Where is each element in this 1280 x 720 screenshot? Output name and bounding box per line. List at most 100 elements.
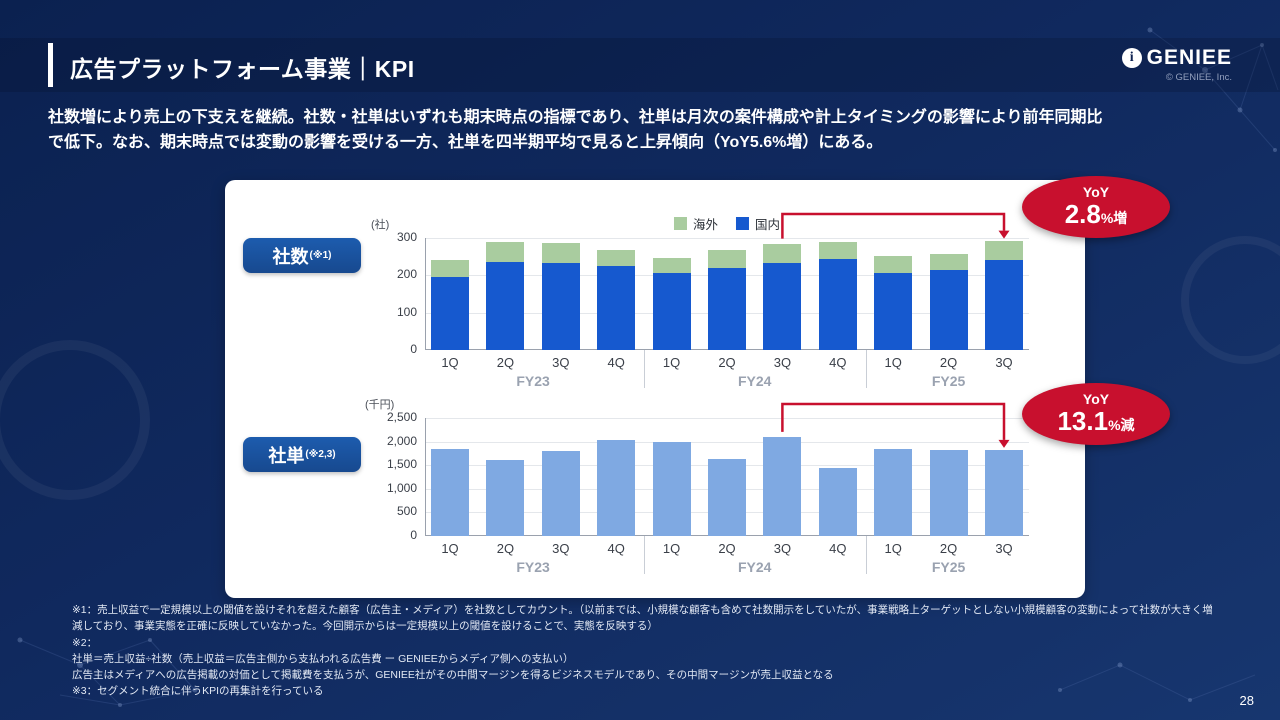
gridline: [425, 418, 1029, 419]
yoy-badge-companies: YoY 2.8%増: [1022, 176, 1170, 238]
y-tick-label: 2,000: [386, 433, 417, 448]
yoy-label: YoY: [1082, 184, 1110, 200]
companies-stacked-bar-chart: (社) 0 100 200 300 1Q 2Q 3Q 4Q 1Q 2Q 3Q 4Q 1Q 2Q 3Q FY23 F…: [355, 190, 1077, 389]
x-axis-label: 3Q: [995, 541, 1013, 556]
bar-segment-国内: [486, 261, 525, 350]
y-axis-unit-label: (社): [371, 219, 390, 231]
bar-segment-国内: [763, 263, 802, 350]
x-axis-label: 2Q: [718, 355, 736, 370]
x-axis-label: 3Q: [773, 541, 792, 556]
intro-line-2: で低下。なお、期末時点では変動の影響を受ける一方、社単を四半期平均で見ると上昇傾…: [48, 133, 883, 151]
fiscal-year-divider: [643, 536, 645, 574]
x-axis-label: 2Q: [718, 541, 736, 556]
intro-text: 社数増により売上の下支えを継続。社数・社単はいずれも期末時点の指標であり、社単は…: [48, 106, 1238, 156]
x-axis-label: 4Q: [607, 355, 625, 370]
bar-segment-社単: [929, 449, 968, 536]
x-axis-label: 3Q: [995, 355, 1013, 370]
x-axis-label: 2Q: [496, 541, 515, 556]
x-axis-label: 4Q: [607, 541, 625, 556]
per-company-kpi-badge: 社単 (※2,3): [243, 437, 361, 472]
x-axis-label: 1Q: [884, 355, 902, 370]
x-axis-label: 3Q: [552, 355, 570, 370]
bar-segment-社単: [818, 467, 857, 536]
fiscal-year-divider: [865, 536, 867, 574]
companies-kpi-label: 社数: [272, 246, 309, 267]
page-title: 広告プラットフォーム事業｜KPI: [70, 56, 415, 82]
legend-label: 国内: [755, 218, 781, 232]
x-axis-label: 1Q: [662, 355, 681, 370]
companies-kpi-badge: 社数 (※1): [243, 238, 361, 273]
companies-kpi-footnote-ref: (※1): [309, 250, 332, 261]
footnote-1: ※1：売上収益で一定規模以上の閾値を設けそれを超えた顧客（広告主・メディア）を社…: [72, 604, 1213, 633]
bar-segment-社単: [431, 448, 469, 536]
geniee-logo-text: GENIEE: [1146, 46, 1232, 69]
gridline: [425, 238, 1029, 239]
per-company-kpi-label: 社単: [268, 445, 305, 466]
x-axis-label: 2Q: [939, 541, 958, 556]
bar-segment-海外: [763, 243, 802, 264]
x-axis-label: 4Q: [829, 541, 847, 556]
bar-segment-国内: [929, 269, 968, 350]
bar-segment-海外: [541, 243, 580, 263]
x-axis-label: 2Q: [939, 355, 958, 370]
bar-segment-社単: [652, 441, 691, 536]
copyright: © GENIEE, Inc.: [1165, 72, 1232, 83]
bar-segment-海外: [708, 250, 746, 268]
chart-legend: 海外 国内: [673, 214, 780, 233]
fiscal-year-label: FY23: [516, 559, 550, 575]
fiscal-year-label: FY25: [931, 373, 966, 389]
bar-segment-国内: [652, 273, 691, 350]
y-tick-label: 1,500: [386, 457, 417, 472]
footnotes: ※1：売上収益で一定規模以上の閾値を設けそれを超えた顧客（広告主・メディア）を社…: [72, 602, 1222, 700]
bar-segment-国内: [597, 266, 636, 350]
gridline: [425, 441, 1029, 443]
bar-segment-海外: [652, 257, 691, 274]
y-tick-label: 200: [396, 267, 417, 282]
fiscal-year-divider: [865, 350, 867, 388]
bar-segment-国内: [431, 276, 469, 350]
bar-segment-社単: [763, 436, 802, 536]
x-axis-label: 1Q: [884, 541, 902, 556]
fiscal-year-label: FY25: [931, 559, 966, 575]
yoy-badge-per-company: YoY 13.1%減: [1022, 383, 1170, 445]
header-accent-bar: [48, 43, 53, 87]
y-tick-label: 0: [410, 342, 417, 356]
bar-segment-国内: [818, 259, 857, 350]
bar-segment-社単: [708, 459, 746, 536]
legend-item-海外: 海外: [673, 214, 718, 233]
y-tick-label: 1,000: [386, 480, 417, 495]
bar-segment-国内: [874, 273, 913, 350]
x-axis-label: 1Q: [662, 541, 681, 556]
bar-segment-社単: [486, 460, 525, 536]
bar-segment-海外: [431, 260, 469, 277]
fiscal-year-label: FY24: [737, 373, 772, 389]
bar-segment-国内: [985, 259, 1023, 350]
bar-segment-海外: [929, 254, 968, 270]
y-tick-label: 0: [410, 528, 417, 542]
fiscal-year-label: FY24: [737, 559, 772, 575]
legend-label: 海外: [692, 218, 718, 232]
bar-segment-国内: [541, 263, 580, 350]
page-number: 28: [1239, 693, 1254, 708]
geniee-logo-icon: i: [1121, 48, 1142, 68]
bar-segment-社単: [874, 448, 913, 536]
per-company-kpi-footnote-ref: (※2,3): [305, 449, 336, 460]
y-tick-label: 300: [396, 230, 417, 244]
logo-block: i GENIEE © GENIEE, Inc.: [1121, 46, 1232, 83]
x-axis-label: 3Q: [773, 355, 792, 370]
y-tick-label: 2,500: [386, 410, 417, 424]
y-axis-unit-label: (千円): [365, 399, 395, 411]
bar-segment-海外: [597, 249, 636, 266]
yoy-value: 2.8%増: [1064, 199, 1128, 230]
slide-header: 広告プラットフォーム事業｜KPI i GENIEE © GENIEE, Inc.: [0, 38, 1280, 92]
x-axis-label: 1Q: [441, 541, 459, 556]
revenue-per-company-bar-chart: (千円) 0 500 1,000 1,500 2,000 2,500 1Q 2Q 3Q 4Q 1Q 2Q…: [355, 388, 1077, 590]
fiscal-year-label: FY23: [516, 373, 550, 389]
chart-card: 社数 (※1) 社単 (※2,3) (社) 0 100 200 300 1Q 2Q 3Q 4Q 1Q 2…: [225, 180, 1085, 598]
bar-segment-海外: [985, 240, 1023, 260]
footnote-4: 広告主はメディアへの広告掲載の対価として掲載費を支払うが、GENIEE社がその中…: [72, 669, 834, 682]
x-axis-label: 3Q: [552, 541, 570, 556]
bar-segment-社単: [985, 449, 1023, 536]
legend-item-国内: 国内: [736, 214, 780, 233]
